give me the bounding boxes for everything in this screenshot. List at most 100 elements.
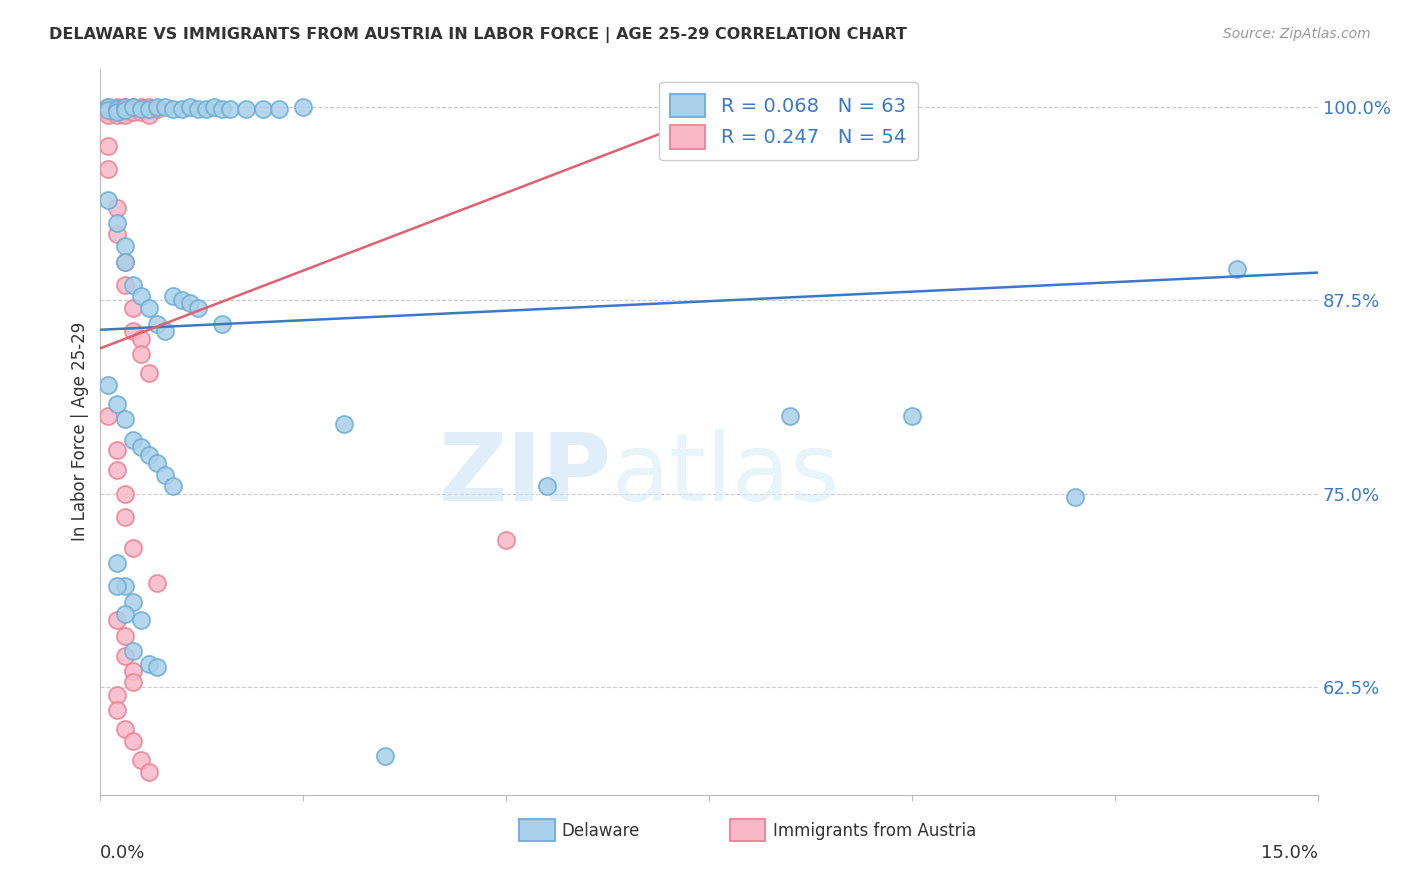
Point bbox=[138, 100, 160, 114]
Point bbox=[155, 100, 177, 114]
Text: Immigrants from Austria: Immigrants from Austria bbox=[772, 822, 976, 839]
Point bbox=[97, 108, 120, 122]
Text: atlas: atlas bbox=[612, 429, 839, 522]
Point bbox=[97, 161, 120, 176]
Point bbox=[121, 100, 143, 114]
Point bbox=[114, 486, 136, 500]
Point bbox=[170, 293, 193, 308]
Point bbox=[187, 102, 209, 116]
Point bbox=[162, 102, 184, 116]
Text: 0.0%: 0.0% bbox=[100, 844, 146, 863]
Point bbox=[129, 347, 152, 361]
Text: 15.0%: 15.0% bbox=[1261, 844, 1319, 863]
Point bbox=[105, 108, 128, 122]
Point bbox=[121, 104, 143, 119]
Point bbox=[97, 104, 120, 119]
Point bbox=[121, 541, 143, 555]
Point bbox=[146, 456, 169, 470]
Point bbox=[170, 102, 193, 116]
Point bbox=[105, 104, 128, 119]
Point bbox=[105, 463, 128, 477]
Point bbox=[105, 201, 128, 215]
Point bbox=[97, 100, 120, 114]
Point bbox=[114, 100, 136, 114]
Point bbox=[292, 100, 315, 114]
Point bbox=[155, 468, 177, 483]
Point bbox=[333, 417, 356, 431]
Point bbox=[179, 296, 201, 310]
Point bbox=[146, 576, 169, 591]
Legend: R = 0.068   N = 63, R = 0.247   N = 54: R = 0.068 N = 63, R = 0.247 N = 54 bbox=[659, 82, 918, 161]
Point bbox=[235, 102, 257, 116]
Point bbox=[129, 100, 152, 114]
Point bbox=[211, 317, 233, 331]
Point bbox=[267, 102, 290, 116]
Point bbox=[146, 102, 169, 116]
Text: Source: ZipAtlas.com: Source: ZipAtlas.com bbox=[1223, 27, 1371, 41]
Point bbox=[138, 108, 160, 122]
Point bbox=[252, 102, 274, 116]
Point bbox=[97, 378, 120, 392]
Point bbox=[536, 479, 558, 493]
Point bbox=[121, 277, 143, 292]
Point bbox=[129, 752, 152, 766]
Text: Delaware: Delaware bbox=[561, 822, 640, 839]
Point bbox=[155, 324, 177, 338]
Point bbox=[105, 102, 128, 116]
Point bbox=[129, 440, 152, 454]
Point bbox=[146, 100, 169, 114]
Point bbox=[121, 433, 143, 447]
Point bbox=[129, 102, 152, 116]
Point bbox=[162, 479, 184, 493]
Point bbox=[121, 100, 143, 114]
Point bbox=[105, 104, 128, 119]
Point bbox=[114, 239, 136, 253]
Point bbox=[114, 607, 136, 622]
Point bbox=[97, 103, 120, 118]
Point bbox=[114, 100, 136, 114]
Point bbox=[114, 103, 136, 118]
Point bbox=[146, 659, 169, 673]
Point bbox=[138, 657, 160, 671]
Point bbox=[121, 644, 143, 658]
Point bbox=[105, 613, 128, 627]
Point bbox=[97, 100, 120, 114]
Point bbox=[114, 579, 136, 593]
Point bbox=[114, 722, 136, 736]
Point bbox=[779, 409, 801, 424]
Point bbox=[105, 579, 128, 593]
Point bbox=[138, 102, 160, 116]
Point bbox=[373, 749, 395, 764]
Point bbox=[114, 254, 136, 268]
Point bbox=[202, 100, 225, 114]
Point bbox=[114, 254, 136, 268]
Point bbox=[129, 102, 152, 116]
Point bbox=[138, 366, 160, 380]
Point bbox=[129, 332, 152, 346]
Point bbox=[121, 675, 143, 690]
Point bbox=[97, 103, 120, 118]
Point bbox=[114, 102, 136, 116]
Point bbox=[219, 102, 242, 116]
Y-axis label: In Labor Force | Age 25-29: In Labor Force | Age 25-29 bbox=[72, 322, 89, 541]
Point bbox=[105, 397, 128, 411]
Point bbox=[187, 301, 209, 315]
Point bbox=[97, 193, 120, 207]
Point bbox=[105, 688, 128, 702]
Point bbox=[97, 138, 120, 153]
Point bbox=[1226, 262, 1249, 277]
Point bbox=[146, 317, 169, 331]
Text: DELAWARE VS IMMIGRANTS FROM AUSTRIA IN LABOR FORCE | AGE 25-29 CORRELATION CHART: DELAWARE VS IMMIGRANTS FROM AUSTRIA IN L… bbox=[49, 27, 907, 43]
Point bbox=[114, 648, 136, 663]
Point bbox=[129, 289, 152, 303]
Point bbox=[105, 102, 128, 116]
Point bbox=[114, 104, 136, 119]
Point bbox=[121, 734, 143, 748]
Point bbox=[495, 533, 517, 547]
Point bbox=[901, 409, 924, 424]
Point bbox=[138, 103, 160, 118]
Point bbox=[121, 595, 143, 609]
Point bbox=[162, 289, 184, 303]
Point bbox=[105, 100, 128, 114]
Point bbox=[114, 509, 136, 524]
